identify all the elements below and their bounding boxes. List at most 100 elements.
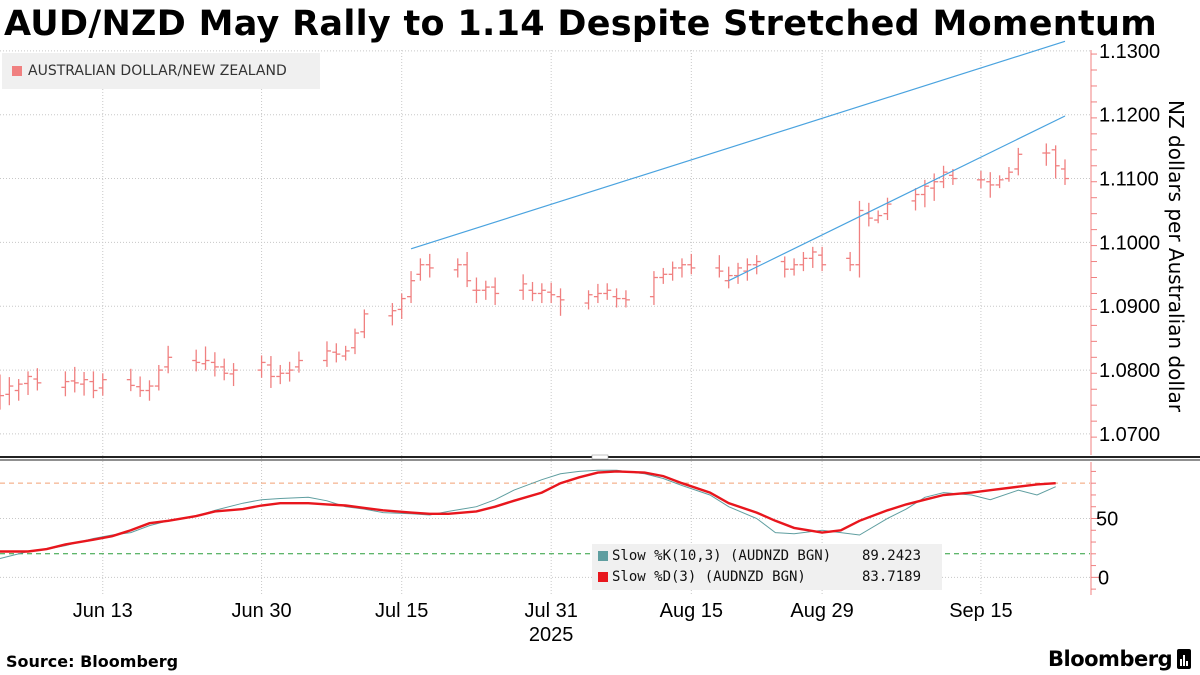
x-tick-label: Jul 15: [375, 600, 428, 622]
ohlc-bar: [14, 379, 23, 401]
grid-layer: [0, 50, 1090, 595]
stoch-k-label: Slow %K(10,3) (AUDNZD BGN): [612, 548, 832, 564]
ohlc-bar: [519, 274, 528, 300]
ohlc-bar: [463, 251, 472, 288]
ohlc-bar: [556, 288, 565, 316]
price-y-tick-label: 1.0700: [1099, 424, 1160, 446]
ohlc-bar: [136, 376, 145, 397]
ohlc-bar: [986, 172, 995, 198]
ohlc-bar: [603, 283, 612, 300]
ohlc-bar: [780, 256, 789, 278]
ohlc-bar: [416, 258, 425, 281]
ohlc-bar: [276, 364, 285, 385]
stoch-legend-k-row: Slow %K(10,3) (AUDNZD BGN) 89.2423: [598, 546, 938, 566]
ohlc-bar: [621, 290, 630, 308]
ohlc-bar: [481, 280, 490, 300]
ohlc-bar: [874, 210, 883, 224]
price-y-tick-label: 1.1100: [1099, 169, 1159, 191]
ohlc-bar: [855, 200, 864, 278]
ohlc-bar: [266, 356, 275, 388]
slow-d-line: [0, 470, 1056, 553]
ohlc-bar: [98, 373, 107, 396]
ohlc-bar: [976, 170, 985, 189]
price-y-tick-label: 1.0800: [1099, 360, 1160, 382]
ohlc-bar: [799, 251, 808, 272]
ohlc-bar: [154, 364, 163, 391]
y-axis-label-wrap: NZ dollars per Australian dollar: [1164, 68, 1188, 444]
ohlc-bar: [472, 277, 481, 304]
ohlc-bar: [332, 343, 341, 363]
panel-resize-handle: [591, 454, 609, 460]
ohlc-bar: [33, 368, 42, 391]
price-y-tick-label: 1.1000: [1099, 232, 1160, 254]
ohlc-bar: [425, 253, 434, 278]
stoch-y-tick-label: 0: [1098, 567, 1109, 589]
ohlc-bar: [1042, 143, 1051, 166]
ohlc-bar: [61, 371, 70, 397]
x-tick-label: Aug 29: [790, 600, 853, 622]
ohlc-bar: [752, 255, 761, 275]
stoch-d-swatch: [598, 572, 608, 582]
ohlc-bar: [0, 374, 4, 410]
price-y-tick-label: 1.1200: [1099, 105, 1160, 127]
ohlc-bar: [388, 303, 397, 326]
ohlc-bar: [126, 368, 135, 392]
stoch-d-label: Slow %D(3) (AUDNZD BGN): [612, 569, 806, 585]
ohlc-bar: [612, 288, 621, 308]
stochastic-layer: [0, 469, 1090, 559]
ohlc-bar: [547, 282, 556, 304]
ohlc-bar: [360, 309, 369, 339]
ohlc-bar: [818, 246, 827, 272]
x-tick-label: Jun 13: [73, 600, 133, 622]
ohlc-bar: [80, 372, 89, 396]
ohlc-bar: [584, 290, 593, 310]
ohlc-bar: [220, 358, 229, 381]
upper-trendline: [410, 40, 1066, 250]
ohlc-bar: [911, 188, 920, 211]
ohlc-bar: [322, 341, 331, 367]
ohlc-bar: [70, 366, 79, 393]
ohlc-bar: [229, 363, 238, 387]
ohlc-bar: [846, 251, 855, 272]
x-year-label: 2025: [529, 624, 574, 646]
source-note: Source: Bloomberg: [6, 652, 179, 671]
ohlc-bar: [210, 352, 219, 377]
ohlc-bar: [341, 345, 350, 361]
ohlc-bar: [743, 258, 752, 281]
y-axis-label: NZ dollars per Australian dollar: [1164, 100, 1188, 412]
ohlc-bar: [164, 345, 173, 374]
ohlc-bar: [930, 173, 939, 201]
stoch-k-value: 89.2423: [862, 548, 922, 564]
x-tick-label: Jul 31: [524, 600, 577, 622]
ohlc-bar: [734, 262, 743, 284]
price-legend-swatch: [12, 66, 22, 76]
ohlc-bar: [24, 371, 33, 395]
stochastic-legend: Slow %K(10,3) (AUDNZD BGN) 89.2423 Slow …: [592, 544, 942, 590]
ohlc-bar: [145, 380, 154, 401]
ohlc-bar: [1061, 159, 1069, 185]
ohlc-bar: [724, 266, 733, 289]
ohlc-bar: [920, 179, 929, 208]
ohlc-bar: [89, 371, 98, 399]
bloomberg-terminal-icon: [1177, 649, 1192, 669]
ohlc-bar: [808, 246, 817, 268]
chart-title: AUD/NZD May Rally to 1.14 Despite Stretc…: [4, 4, 1157, 44]
ohlc-bar: [715, 255, 724, 278]
ohlc-bar: [491, 277, 500, 305]
ohlc-bar: [285, 361, 294, 382]
ohlc-bar: [864, 202, 873, 227]
ohlc-bar: [790, 258, 799, 276]
ohlc-bar: [192, 349, 201, 372]
price-y-tick-label: 1.1300: [1099, 41, 1160, 63]
price-legend: AUSTRALIAN DOLLAR/NEW ZEALAND: [2, 53, 320, 89]
ohlc-bar: [1014, 147, 1023, 176]
x-tick-label: Jun 30: [232, 600, 292, 622]
ohlc-bar: [537, 283, 546, 304]
x-tick-label: Aug 15: [660, 600, 723, 622]
ohlc-bar: [668, 261, 677, 281]
ohlc-bar: [5, 377, 14, 406]
stoch-d-value: 83.7189: [862, 569, 922, 585]
lower-trendline: [728, 115, 1066, 282]
ohlc-bar: [1051, 145, 1060, 179]
